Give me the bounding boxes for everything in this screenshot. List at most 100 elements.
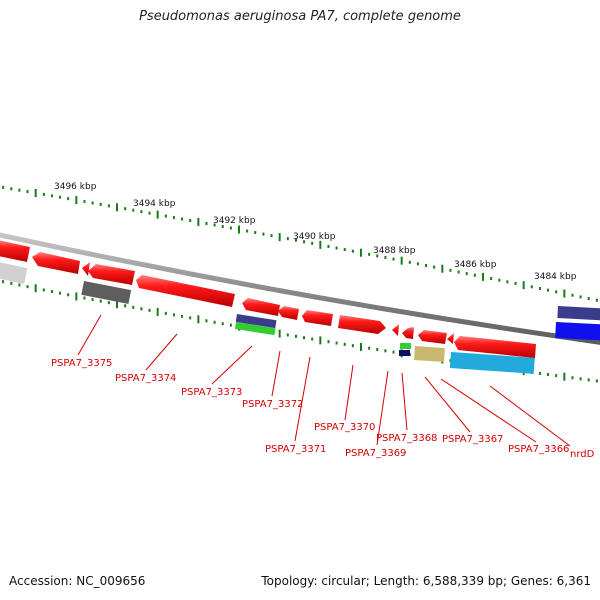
gene-arrow[interactable]	[447, 333, 454, 344]
scale-minor-tick	[392, 257, 395, 261]
scale-minor-tick	[311, 337, 314, 341]
scale-minor-tick	[311, 241, 314, 245]
scale-minor-tick	[50, 194, 53, 198]
scale-major-tick	[156, 210, 159, 219]
scale-minor-tick	[148, 308, 151, 312]
gene-arrow[interactable]	[82, 262, 90, 276]
gene-label[interactable]: PSPA7_3366	[508, 444, 569, 455]
scale-minor-tick	[327, 340, 330, 344]
scale-major-tick	[522, 281, 525, 290]
scale-minor-tick	[530, 285, 533, 289]
scale-minor-tick	[132, 208, 135, 212]
gene-arrow[interactable]	[0, 240, 30, 262]
scale-minor-tick	[26, 190, 29, 194]
scale-minor-tick	[254, 231, 257, 235]
scale-minor-tick	[335, 246, 338, 250]
gene-label[interactable]: PSPA7_3371	[265, 444, 326, 455]
scale-minor-tick	[221, 224, 224, 228]
scale-minor-tick	[213, 223, 216, 227]
gene-arrow[interactable]	[242, 298, 280, 316]
scale-minor-tick	[587, 297, 590, 301]
gene-label[interactable]: nrdD	[570, 449, 595, 460]
gene-arrow[interactable]	[32, 252, 80, 274]
scale-minor-tick	[83, 200, 86, 204]
scale-minor-tick	[547, 288, 550, 292]
scale-major-tick	[116, 300, 118, 309]
scale-minor-tick	[303, 336, 306, 340]
map-title: Pseudomonas aeruginosa PA7, complete gen…	[139, 9, 461, 24]
gene-label[interactable]: PSPA7_3370	[314, 422, 375, 433]
scale-minor-tick	[384, 255, 387, 259]
scale-label: 3496 kbp	[54, 182, 97, 192]
scale-minor-tick	[465, 272, 468, 276]
scale-minor-tick	[42, 192, 45, 196]
scale-minor-tick	[392, 350, 395, 354]
scale-minor-tick	[140, 307, 143, 311]
scale-minor-tick	[10, 281, 13, 285]
scale-minor-tick	[67, 197, 70, 201]
scale-minor-tick	[59, 195, 62, 199]
gene-label[interactable]: PSPA7_3367	[442, 434, 503, 445]
gene-arrow[interactable]	[338, 315, 386, 334]
gene-arrow[interactable]	[418, 330, 447, 344]
feature-cyan	[449, 352, 535, 374]
scale-major-tick	[278, 329, 281, 338]
gene-labels: PSPA7_3375 PSPA7_3374 PSPA7_3373 PSPA7_3…	[51, 358, 595, 460]
scale-minor-tick	[99, 202, 102, 206]
scale-minor-tick	[189, 219, 192, 223]
scale-minor-tick	[490, 277, 493, 281]
gene-arrow[interactable]	[278, 306, 299, 320]
scale-minor-tick	[107, 301, 110, 305]
scale-minor-tick	[376, 254, 379, 258]
scale-minor-tick	[303, 240, 306, 244]
scale-minor-tick	[164, 311, 167, 315]
gene-arrow[interactable]	[454, 336, 536, 358]
scale-labels: 3496 kbp 3494 kbp 3492 kbp 3490 kbp 3488…	[54, 182, 577, 282]
scale-minor-tick	[164, 214, 167, 218]
scale-minor-tick	[172, 216, 175, 220]
scale-minor-tick	[294, 334, 297, 338]
scale-minor-tick	[140, 210, 143, 214]
scale-label: 3494 kbp	[133, 199, 176, 209]
gene-arrow[interactable]	[302, 310, 333, 326]
gene-label[interactable]: PSPA7_3372	[242, 399, 303, 410]
scale-major-tick	[319, 336, 322, 345]
scale-label: 3490 kbp	[293, 232, 336, 242]
scale-minor-tick	[579, 377, 582, 381]
gene-label[interactable]: PSPA7_3374	[115, 373, 176, 384]
scale-major-tick	[75, 292, 78, 301]
gene-label[interactable]: PSPA7_3373	[181, 387, 242, 398]
scale-minor-tick	[433, 265, 436, 269]
scale-minor-tick	[587, 378, 590, 382]
scale-major-tick	[75, 196, 78, 205]
scale-major-tick	[400, 256, 403, 265]
gene-arrow[interactable]	[392, 324, 399, 336]
scale-minor-tick	[2, 280, 5, 284]
gene-arrow[interactable]	[136, 275, 235, 307]
scale-major-tick	[197, 315, 200, 324]
scale-minor-tick	[107, 204, 110, 208]
scale-track-upper	[2, 185, 598, 302]
scale-minor-tick	[262, 232, 265, 236]
scale-minor-tick	[229, 323, 232, 327]
gene-arrow[interactable]	[402, 327, 414, 339]
gene-arrow[interactable]	[88, 264, 135, 285]
scale-major-tick	[156, 307, 159, 316]
gene-label[interactable]: PSPA7_3368	[376, 433, 437, 444]
leader-lines	[77, 314, 571, 447]
scale-minor-tick	[91, 298, 94, 302]
scale-minor-tick	[18, 283, 21, 287]
gene-label[interactable]: PSPA7_3375	[51, 358, 112, 369]
scale-minor-tick	[579, 295, 582, 299]
scale-label: 3492 kbp	[213, 216, 256, 226]
scale-minor-tick	[547, 373, 550, 377]
scale-minor-tick	[124, 304, 127, 308]
scale-label: 3486 kbp	[454, 260, 497, 270]
scale-minor-tick	[213, 320, 216, 324]
scale-minor-tick	[498, 278, 501, 282]
scale-minor-tick	[67, 293, 70, 297]
scale-major-tick	[563, 372, 566, 381]
scale-minor-tick	[99, 299, 102, 303]
gene-label[interactable]: PSPA7_3369	[345, 448, 406, 459]
